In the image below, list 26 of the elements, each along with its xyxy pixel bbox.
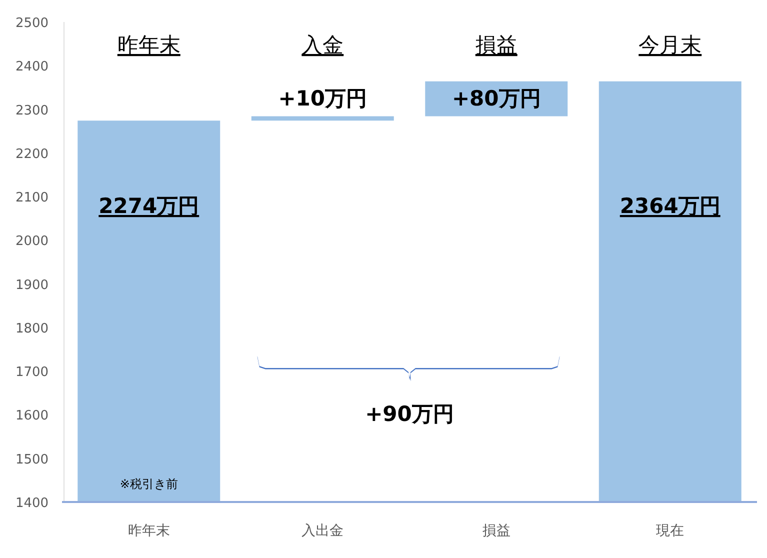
x-tick-label: 入出金	[302, 523, 344, 539]
annotation: +90万円	[365, 402, 454, 426]
annotation: 今月末	[638, 33, 702, 57]
annotation: 損益	[475, 33, 518, 57]
x-tick-label: 昨年末	[128, 523, 170, 539]
y-tick-label: 2500	[15, 16, 49, 31]
annotation: ※税引き前	[120, 477, 178, 491]
x-tick-label: 損益	[482, 523, 510, 539]
y-tick-label: 2100	[15, 190, 49, 206]
y-tick-label: 1600	[15, 408, 49, 424]
y-tick-label: 2300	[15, 103, 49, 118]
y-tick-label: 1900	[15, 278, 49, 293]
y-tick-label: 2000	[15, 234, 49, 250]
annotation: 昨年末	[117, 33, 180, 57]
data-label: +10万円	[278, 86, 368, 110]
data-label: 2364万円	[620, 194, 720, 218]
y-tick-label: 1400	[15, 496, 49, 511]
data-label: 2274万円	[98, 194, 200, 218]
y-tick-label: 1700	[15, 365, 49, 380]
x-tick-label: 現在	[656, 523, 684, 539]
y-tick-label: 1800	[15, 321, 49, 336]
annotation: 入金	[302, 33, 344, 57]
y-tick-label: 2400	[15, 60, 49, 75]
y-tick-label: 2200	[15, 146, 49, 162]
y-tick-label: 1500	[15, 452, 49, 468]
data-label: +80万円	[452, 86, 541, 110]
